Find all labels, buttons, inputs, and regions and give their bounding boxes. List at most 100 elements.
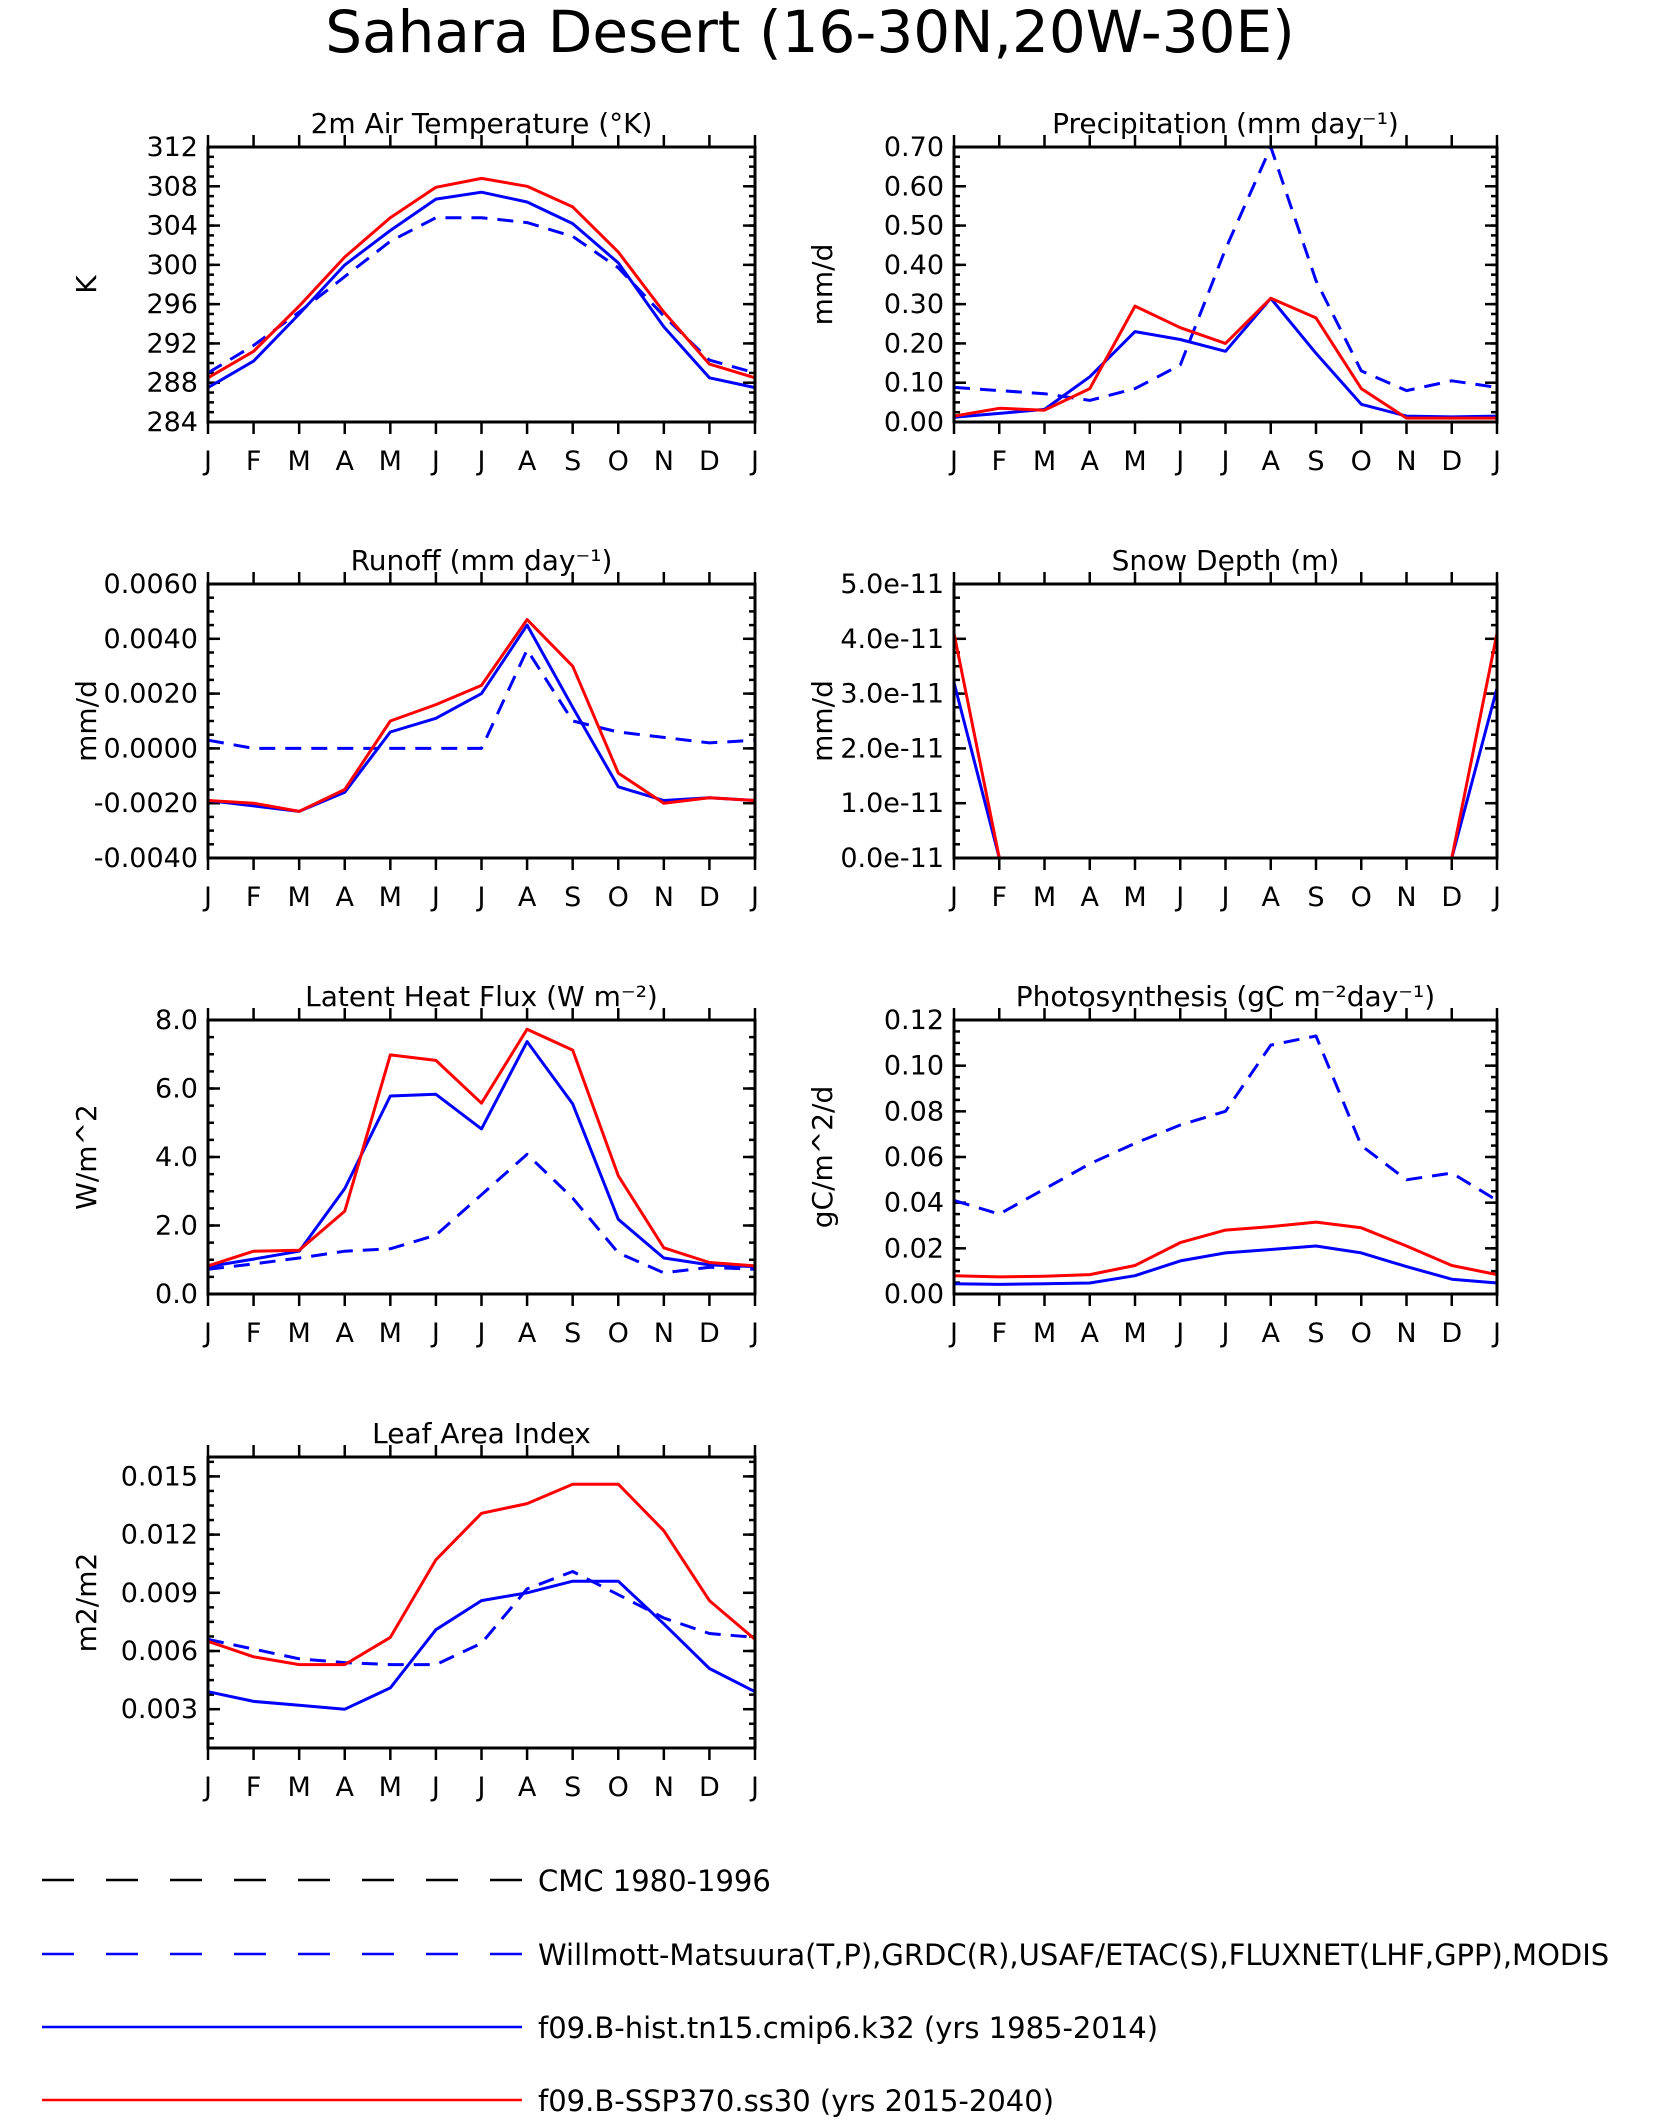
hist-series-line: [207, 623, 756, 813]
x-tick-label: J: [1220, 882, 1230, 913]
x-tick-label: M: [379, 446, 402, 477]
x-tick-label: M: [288, 446, 311, 477]
y-tick-label: 0.0: [155, 1279, 198, 1310]
y-tick-label: 296: [146, 289, 198, 320]
x-tick-label: M: [1033, 882, 1056, 913]
x-tick-label: M: [1033, 1318, 1056, 1349]
y-tick-label: 284: [146, 407, 198, 438]
x-tick-label: J: [1220, 446, 1230, 477]
x-tick-label: M: [288, 1772, 311, 1803]
x-tick-label: S: [564, 446, 581, 477]
x-tick-label: M: [288, 882, 311, 913]
x-tick-label: J: [1174, 446, 1184, 477]
y-tick-label: 308: [146, 171, 198, 202]
x-tick-label: A: [336, 1318, 355, 1349]
legend-label: CMC 1980-1996: [538, 1864, 771, 1898]
y-axis-label: m2/m2: [70, 1553, 103, 1653]
panel-title: 2m Air Temperature (°K): [311, 107, 653, 140]
plot-frame: [952, 145, 1499, 424]
obs-series-line: [207, 1570, 756, 1667]
x-tick-label: J: [948, 882, 958, 913]
x-tick-label: D: [699, 882, 720, 913]
obs-series-line: [207, 216, 756, 375]
x-tick-label: A: [1081, 446, 1100, 477]
x-tick-label: O: [608, 1318, 629, 1349]
y-tick-label: 2.0: [155, 1211, 198, 1242]
ssp-series-line: [952, 633, 1499, 860]
x-tick-label: A: [1081, 882, 1100, 913]
y-tick-label: 1.0e-11: [840, 788, 944, 819]
y-tick-label: 300: [146, 250, 198, 281]
y-tick-label: 0.02: [884, 1233, 944, 1264]
x-tick-label: M: [379, 882, 402, 913]
y-tick-label: 312: [146, 132, 198, 163]
x-tick-label: J: [749, 882, 759, 913]
main-title: Sahara Desert (16-30N,20W-30E): [325, 0, 1295, 66]
panel-7: Leaf Area Index m2/m2 0.003 0.006 0.009 0.012…: [70, 1417, 759, 1803]
y-tick-label: 288: [146, 368, 198, 399]
x-tick-label: J: [1491, 882, 1501, 913]
x-tick-label: A: [1081, 1318, 1100, 1349]
x-tick-label: F: [991, 446, 1007, 477]
y-tick-label: 0.10: [884, 1051, 944, 1082]
legend-item: CMC 1980-1996: [42, 1864, 771, 1898]
x-tick-label: O: [608, 1772, 629, 1803]
x-tick-label: M: [288, 1318, 311, 1349]
y-tick-label: -0.0020: [94, 788, 198, 819]
legend-item: f09.B-SSP370.ss30 (yrs 2015-2040): [42, 2084, 1054, 2118]
y-tick-label: 6.0: [155, 1074, 198, 1105]
panel-title: Runoff (mm day⁻¹): [351, 544, 613, 577]
x-tick-label: F: [246, 882, 262, 913]
hist-series-line: [207, 1579, 756, 1711]
x-tick-label: D: [1441, 882, 1462, 913]
obs-series-line: [207, 1152, 756, 1275]
hist-series-line: [952, 682, 1499, 860]
ssp-series-line: [207, 1027, 756, 1268]
y-tick-label: -0.0040: [94, 843, 198, 874]
x-tick-label: A: [1262, 446, 1281, 477]
legend-label: Willmott-Matsuura(T,P),GRDC(R),USAF/ETAC…: [538, 1938, 1609, 1972]
x-tick-label: S: [1307, 882, 1324, 913]
y-tick-label: 5.0e-11: [840, 569, 944, 600]
ssp-series-line: [207, 618, 756, 813]
x-tick-label: M: [1123, 882, 1146, 913]
y-tick-label: 0.006: [121, 1636, 198, 1667]
x-tick-label: M: [1123, 1318, 1146, 1349]
obs-series-line: [953, 145, 1498, 402]
y-axis-label: K: [70, 275, 103, 294]
y-tick-label: 0.00: [884, 407, 944, 438]
x-tick-label: M: [379, 1772, 402, 1803]
x-tick-label: J: [430, 1772, 440, 1803]
y-tick-label: 0.50: [884, 211, 944, 242]
x-tick-label: O: [608, 446, 629, 477]
y-axis-label: mm/d: [806, 244, 839, 326]
panel-title: Snow Depth (m): [1112, 544, 1340, 577]
y-tick-label: 0.003: [121, 1694, 198, 1725]
y-axis-label: W/m^2: [70, 1104, 103, 1210]
x-tick-label: F: [991, 1318, 1007, 1349]
panel-5: Latent Heat Flux (W m⁻²) W/m^2 0.0 2.0 4.0 6.…: [70, 980, 759, 1349]
legend-label: f09.B-hist.tn15.cmip6.k32 (yrs 1985-2014…: [538, 2011, 1158, 2045]
x-tick-label: J: [1491, 446, 1501, 477]
panel-title: Latent Heat Flux (W m⁻²): [305, 980, 658, 1013]
y-tick-label: 0.30: [884, 289, 944, 320]
x-tick-label: O: [608, 882, 629, 913]
x-tick-label: J: [1174, 882, 1184, 913]
x-tick-label: J: [476, 446, 486, 477]
x-tick-label: J: [430, 1318, 440, 1349]
x-tick-label: J: [476, 1318, 486, 1349]
x-tick-label: F: [246, 1318, 262, 1349]
y-tick-label: 0.12: [884, 1005, 944, 1036]
y-tick-label: 292: [146, 328, 198, 359]
ssp-series-line: [207, 1482, 756, 1667]
y-axis-label: gC/m^2/d: [806, 1086, 839, 1229]
y-tick-label: 4.0e-11: [840, 624, 944, 655]
x-tick-label: N: [654, 882, 674, 913]
x-tick-label: D: [699, 1772, 720, 1803]
x-tick-label: J: [1491, 1318, 1501, 1349]
x-tick-label: S: [564, 1772, 581, 1803]
plot-frame: [206, 145, 757, 424]
y-tick-label: 0.06: [884, 1142, 944, 1173]
y-tick-label: 0.04: [884, 1188, 944, 1219]
